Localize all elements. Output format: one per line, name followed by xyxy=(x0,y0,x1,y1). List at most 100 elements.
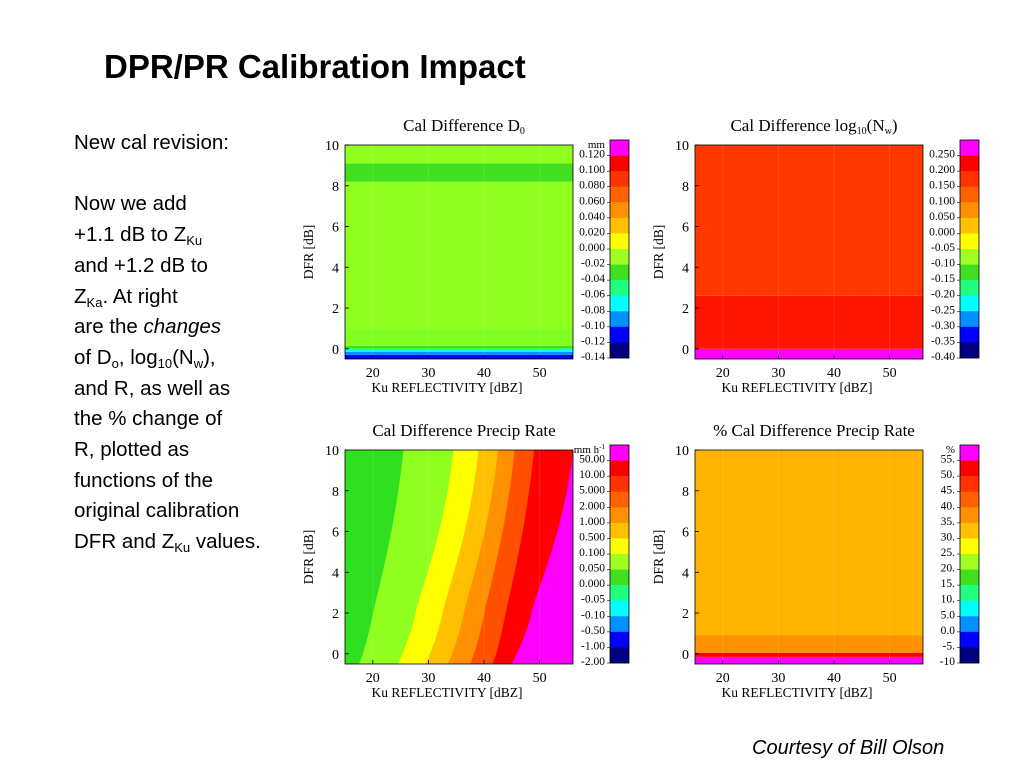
colorbar-label: 0.500 xyxy=(579,531,605,543)
colorbar-cell-3 xyxy=(610,186,629,203)
y-tick-label: 10 xyxy=(325,444,339,459)
colorbar-label: 2.000 xyxy=(579,500,605,512)
colorbar-label: 0.150 xyxy=(929,180,955,192)
colorbar-unit-text: % xyxy=(946,444,955,456)
text-line: and R, as well as xyxy=(74,374,294,405)
colorbar-label: -0.14 xyxy=(581,351,605,363)
colorbar-label: 5.000 xyxy=(579,485,605,497)
text-line: the % change of xyxy=(74,404,294,435)
x-tick-label: 30 xyxy=(421,366,435,381)
description-text: New cal revision: Now we add +1.1 dB to … xyxy=(74,128,294,558)
colorbar-label: 0.000 xyxy=(579,242,605,254)
colorbar-cell-0 xyxy=(960,140,979,156)
chart-panel-nw: Cal Difference log10(Nw) 20 30 40 50 Ku REFLE… xyxy=(650,112,992,406)
y-axis-label: DFR [dB] xyxy=(651,225,666,279)
y-tick-label: 0 xyxy=(332,648,339,663)
text-fragment: and R, as well as xyxy=(74,376,231,400)
plot-frame xyxy=(694,449,924,665)
courtesy-credit: Courtesy of Bill Olson xyxy=(752,737,945,759)
colorbar-label: 0.060 xyxy=(579,195,605,207)
colorbar-cell-12 xyxy=(960,326,979,343)
colorbar-cell-6 xyxy=(960,233,979,250)
colorbar-cell-4 xyxy=(610,507,629,524)
colorbar-cell-5 xyxy=(960,522,979,539)
chart-title-subscript-2: w xyxy=(885,126,893,137)
y-tick-label: 4 xyxy=(332,261,339,276)
colorbar-cell-9 xyxy=(960,280,979,297)
text-subscript: 10 xyxy=(157,355,173,371)
colorbar-cell-13 xyxy=(610,647,629,664)
chart-panel-rate: Cal Difference Precip Rate 20 30 40 50 Ku REF… xyxy=(300,417,642,711)
y-tick-label: 4 xyxy=(332,566,339,581)
text-fragment: ), xyxy=(203,345,216,369)
chart-title: Cal Difference log10(Nw) xyxy=(730,116,897,137)
colorbar-cell-0 xyxy=(610,140,629,156)
y-tick-label: 10 xyxy=(675,139,689,154)
text-italic: changes xyxy=(143,315,222,339)
colorbar-label: -0.30 xyxy=(931,320,955,332)
text-line: New cal revision: xyxy=(74,128,294,159)
colorbar-label: 10. xyxy=(941,594,956,606)
x-axis-label: Ku REFLECTIVITY [dBZ] xyxy=(722,380,873,395)
heatmap-band-5 xyxy=(345,181,573,329)
heatmap-band-4 xyxy=(345,328,573,346)
plot-area xyxy=(695,145,923,359)
colorbar-label: -1.00 xyxy=(581,640,605,652)
colorbar-cell-11 xyxy=(960,311,979,328)
colorbar-label: -0.05 xyxy=(931,242,955,254)
colorbar-cell-7 xyxy=(960,249,979,265)
colorbar-cell-8 xyxy=(960,569,979,586)
text-gap xyxy=(74,159,294,190)
text-subscript: w xyxy=(193,355,204,371)
x-tick-label: 20 xyxy=(716,366,730,381)
slide-title: DPR/PR Calibration Impact xyxy=(104,48,526,85)
chart-title: Cal Difference Precip Rate xyxy=(372,421,555,440)
colorbar-label: -0.10 xyxy=(581,320,605,332)
heatmap-band-1 xyxy=(695,652,923,657)
colorbar-cell-4 xyxy=(960,507,979,524)
x-tick-label: 30 xyxy=(771,671,785,686)
plot-frame xyxy=(694,144,924,360)
colorbar-cell-13 xyxy=(960,647,979,664)
y-tick-label: 8 xyxy=(682,485,689,500)
colorbar-label: 20. xyxy=(941,563,956,575)
x-tick-label: 20 xyxy=(716,671,730,686)
colorbar-label: -0.50 xyxy=(581,625,605,637)
heatmap-band-0 xyxy=(695,656,923,664)
x-tick-label: 20 xyxy=(366,671,380,686)
colorbar-cell-1 xyxy=(960,460,979,477)
heatmap-band-6 xyxy=(345,163,573,182)
colorbar-cell-3 xyxy=(610,491,629,508)
y-tick-label: 8 xyxy=(332,485,339,500)
plot-frame xyxy=(344,144,574,360)
heatmap-band-3 xyxy=(345,345,573,349)
colorbar-cell-1 xyxy=(960,155,979,172)
colorbar-cell-0 xyxy=(960,445,979,461)
text-fragment: R, plotted as xyxy=(74,438,190,462)
colorbar-label: 50. xyxy=(941,469,956,481)
colorbar-cell-1 xyxy=(610,155,629,172)
y-tick-label: 10 xyxy=(325,139,339,154)
text-line: are the changes xyxy=(74,312,294,343)
chart-panel-pct: % Cal Difference Precip Rate 20 30 40 50 Ku R… xyxy=(650,417,992,711)
colorbar-label: 5.0 xyxy=(941,609,956,621)
colorbar-cell-8 xyxy=(610,264,629,281)
colorbar-label: 0.000 xyxy=(579,578,605,590)
colorbar-label: 15. xyxy=(941,578,956,590)
chart-title-subscript: 10 xyxy=(857,126,867,137)
colorbar-cell-10 xyxy=(610,295,629,312)
colorbar-cell-2 xyxy=(960,171,979,188)
text-fragment: are the xyxy=(74,315,144,339)
colorbar-cell-10 xyxy=(610,600,629,617)
x-tick-label: 20 xyxy=(366,366,380,381)
colorbar-label: 35. xyxy=(941,516,956,528)
text-fragment: functions of the xyxy=(74,468,214,492)
plot-area xyxy=(345,145,573,359)
colorbar-cell-7 xyxy=(610,249,629,265)
y-tick-label: 2 xyxy=(332,607,339,622)
colorbar-label: 0.120 xyxy=(579,149,605,161)
colorbar-label: -0.08 xyxy=(581,304,605,316)
